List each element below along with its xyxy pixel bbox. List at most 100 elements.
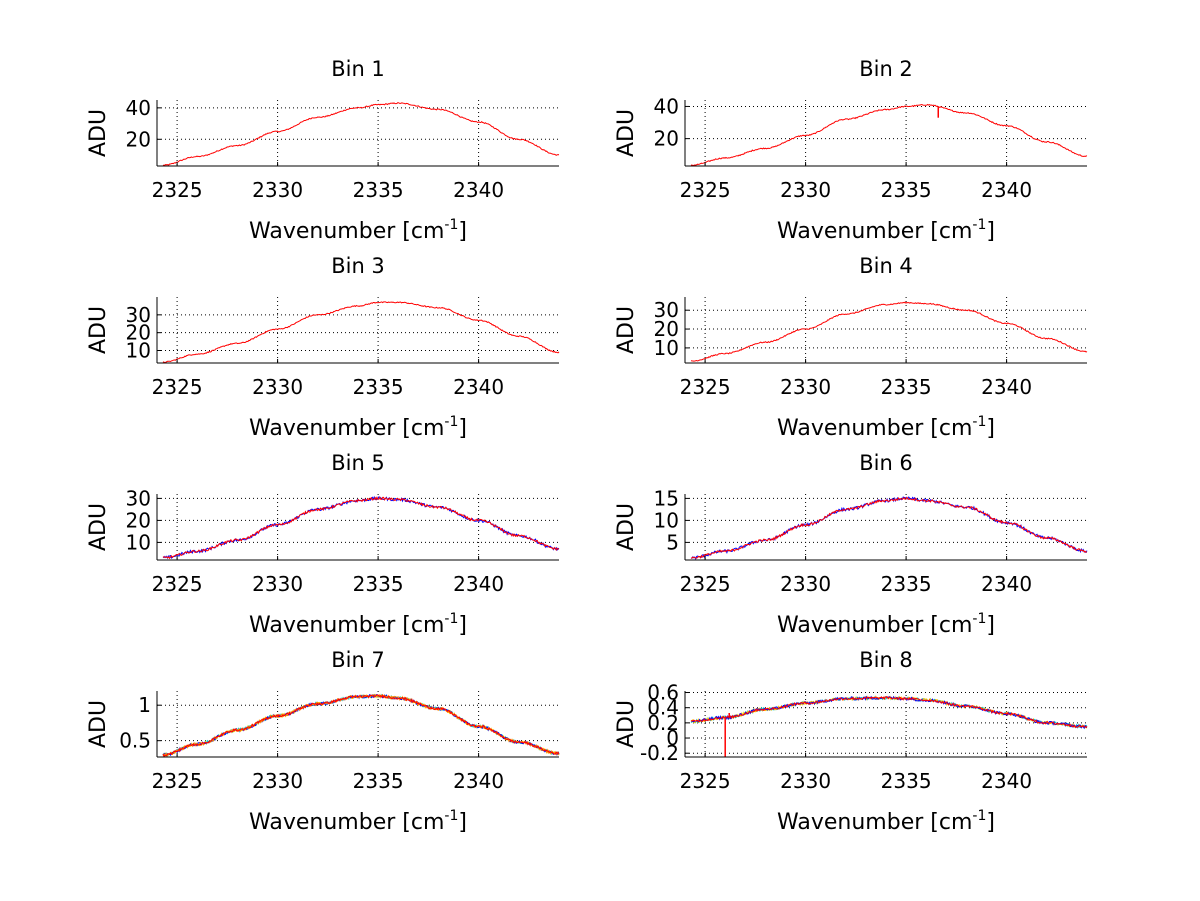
series-line-bin4 xyxy=(690,301,1088,362)
title-bin1: Bin 1 xyxy=(331,57,385,81)
ytick-label-bin6-2: 15 xyxy=(654,486,679,510)
series-extra-bin8-2 xyxy=(690,695,1088,730)
ytick-label-bin4-1: 20 xyxy=(654,317,679,341)
xtick-label-bin8-0: 2325 xyxy=(680,769,731,793)
subplot-bin-2: 2325 2330 2335 2340 20 40 Bin 2 ADU Wavenumber [… xyxy=(614,57,1088,244)
xtick-label-bin2-0: 2325 xyxy=(680,178,731,202)
xtick-label-bin5-2: 2335 xyxy=(353,572,404,596)
ytick-label-bin3-1: 20 xyxy=(126,321,151,345)
ytick-label-bin8-3: 0.4 xyxy=(647,696,679,720)
xtick-label-bin8-3: 2340 xyxy=(981,769,1032,793)
xtick-label-bin7-0: 2325 xyxy=(152,769,203,793)
subplot-bin-1: 2325 2330 2335 2340 20 40 Bin 1 ADU Wavenumber [… xyxy=(86,57,560,244)
ytick-label-bin3-0: 10 xyxy=(126,339,151,363)
series-extra-bin7-3 xyxy=(162,693,560,758)
xtick-label-bin6-0: 2325 xyxy=(680,572,731,596)
xtick-label-bin5-3: 2340 xyxy=(453,572,504,596)
xtick-label-bin1-0: 2325 xyxy=(152,178,203,202)
ylabel-bin7: ADU xyxy=(86,700,111,748)
xlabel-bin3: Wavenumber [cm-1] xyxy=(249,414,467,441)
ytick-label-bin2-1: 40 xyxy=(654,94,679,118)
title-bin8: Bin 8 xyxy=(859,648,913,672)
xlabel-bin8: Wavenumber [cm-1] xyxy=(777,808,995,835)
ytick-label-bin5-1: 20 xyxy=(126,508,151,532)
series-extra-bin6-0 xyxy=(690,496,1088,560)
series-line-bin7 xyxy=(162,694,560,757)
ytick-label-bin1-1: 40 xyxy=(126,96,151,120)
ylabel-bin8: ADU xyxy=(614,700,639,748)
ytick-label-bin4-2: 30 xyxy=(654,298,679,322)
subplot-bin-7: 2325 2330 2335 2340 0.5 1 Bin 7 ADU Wavenumber [… xyxy=(86,648,560,835)
xtick-label-bin7-1: 2330 xyxy=(252,769,303,793)
xlabel-bin5: Wavenumber [cm-1] xyxy=(249,611,467,638)
xtick-label-bin1-2: 2335 xyxy=(353,178,404,202)
series-line-bin2 xyxy=(690,103,1088,167)
series-line-bin1 xyxy=(162,102,560,166)
series-line-bin6 xyxy=(690,496,1087,559)
ylabel-bin6: ADU xyxy=(614,503,639,551)
xtick-label-bin1-3: 2340 xyxy=(453,178,504,202)
xtick-label-bin7-2: 2335 xyxy=(353,769,404,793)
ytick-label-bin6-0: 5 xyxy=(666,530,679,554)
ytick-label-bin3-2: 30 xyxy=(126,303,151,327)
series-line-bin5 xyxy=(162,496,560,560)
xtick-label-bin5-0: 2325 xyxy=(152,572,203,596)
ytick-label-bin7-0: 0.5 xyxy=(119,729,151,753)
xtick-label-bin8-1: 2330 xyxy=(780,769,831,793)
xtick-label-bin5-1: 2330 xyxy=(252,572,303,596)
xtick-label-bin6-3: 2340 xyxy=(981,572,1032,596)
subplot-bin-8: 2325 2330 2335 2340 -0.200.20.40.6 Bin 8 ADU Wa… xyxy=(614,648,1088,835)
xtick-label-bin7-3: 2340 xyxy=(453,769,504,793)
ylabel-bin3: ADU xyxy=(86,306,111,354)
series-line-bin3 xyxy=(162,301,560,363)
title-bin4: Bin 4 xyxy=(859,254,913,278)
xlabel-bin4: Wavenumber [cm-1] xyxy=(777,414,995,441)
ytick-label-bin1-0: 20 xyxy=(126,127,151,151)
ytick-label-bin4-0: 10 xyxy=(654,336,679,360)
xtick-label-bin2-2: 2335 xyxy=(881,178,932,202)
xlabel-bin7: Wavenumber [cm-1] xyxy=(249,808,467,835)
xtick-label-bin4-1: 2330 xyxy=(780,375,831,399)
xtick-label-bin2-3: 2340 xyxy=(981,178,1032,202)
ytick-label-bin8-0: -0.2 xyxy=(640,741,679,765)
xtick-label-bin8-2: 2335 xyxy=(881,769,932,793)
xlabel-bin6: Wavenumber [cm-1] xyxy=(777,611,995,638)
xtick-label-bin6-1: 2330 xyxy=(780,572,831,596)
ylabel-bin2: ADU xyxy=(614,109,639,157)
xtick-label-bin3-2: 2335 xyxy=(353,375,404,399)
ytick-label-bin6-1: 10 xyxy=(654,508,679,532)
xtick-label-bin3-1: 2330 xyxy=(252,375,303,399)
title-bin2: Bin 2 xyxy=(859,57,913,81)
xtick-label-bin4-2: 2335 xyxy=(881,375,932,399)
xtick-label-bin6-2: 2335 xyxy=(881,572,932,596)
xtick-label-bin2-1: 2330 xyxy=(780,178,831,202)
xtick-label-bin4-0: 2325 xyxy=(680,375,731,399)
xtick-label-bin4-3: 2340 xyxy=(981,375,1032,399)
ytick-label-bin8-2: 0.2 xyxy=(647,711,679,735)
series-extra-bin7-0 xyxy=(162,693,560,757)
ytick-label-bin8-4: 0.6 xyxy=(647,681,679,705)
title-bin6: Bin 6 xyxy=(859,451,913,475)
ytick-label-bin5-2: 30 xyxy=(126,486,151,510)
title-bin3: Bin 3 xyxy=(331,254,385,278)
ytick-label-bin8-1: 0 xyxy=(666,726,679,750)
ylabel-bin5: ADU xyxy=(86,503,111,551)
series-line-bin8 xyxy=(690,696,1088,729)
ytick-label-bin2-0: 20 xyxy=(654,127,679,151)
ylabel-bin1: ADU xyxy=(86,109,111,157)
ylabel-bin4: ADU xyxy=(614,306,639,354)
title-bin7: Bin 7 xyxy=(331,648,385,672)
series-extra-bin7-2 xyxy=(162,694,560,758)
title-bin5: Bin 5 xyxy=(331,451,385,475)
xtick-label-bin3-3: 2340 xyxy=(453,375,504,399)
xtick-label-bin1-1: 2330 xyxy=(252,178,303,202)
series-extra-bin7-1 xyxy=(162,693,560,758)
xtick-label-bin3-0: 2325 xyxy=(152,375,203,399)
ytick-label-bin5-0: 10 xyxy=(126,530,151,554)
xlabel-bin1: Wavenumber [cm-1] xyxy=(249,217,467,244)
ytick-label-bin7-1: 1 xyxy=(138,693,151,717)
